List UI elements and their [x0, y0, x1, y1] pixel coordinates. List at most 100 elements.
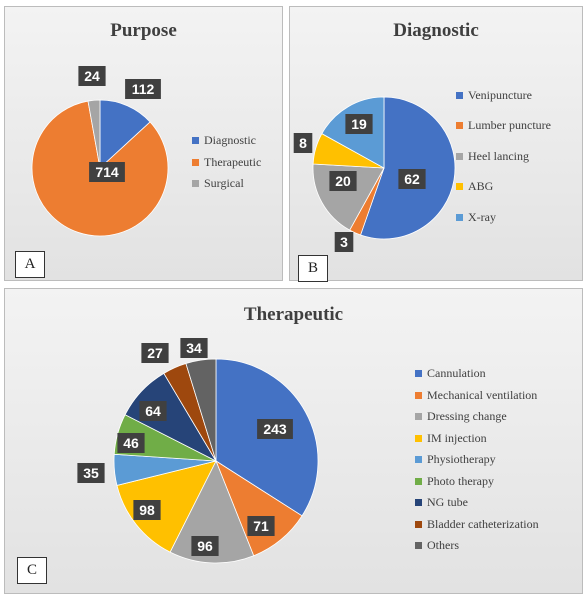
legend-item: Therapeutic: [192, 152, 261, 174]
legend-swatch: [456, 213, 463, 221]
legend-label: Physiotherapy: [427, 452, 496, 467]
svg-text:64: 64: [145, 403, 161, 419]
legend-label: Dressing change: [427, 409, 507, 424]
svg-text:98: 98: [139, 502, 155, 518]
svg-text:8: 8: [299, 135, 307, 151]
panel-letter: C: [17, 557, 47, 584]
legend-item: Bladder catheterization: [415, 514, 539, 536]
legend-item: ABG: [456, 172, 551, 203]
legend-item: Lumber puncture: [456, 111, 551, 142]
legend-item: Physiotherapy: [415, 449, 539, 471]
legend-label: Others: [427, 538, 459, 553]
legend-purpose: Diagnostic Therapeutic Surgical: [192, 130, 261, 195]
legend-label: Therapeutic: [204, 154, 262, 169]
legend-item: Surgical: [192, 173, 261, 195]
data-label: 20: [329, 171, 357, 191]
legend-swatch: [415, 542, 422, 550]
legend-label: Photo therapy: [427, 473, 494, 488]
svg-text:24: 24: [84, 68, 100, 84]
data-label: 8: [293, 133, 313, 153]
legend-diagnostic: Venipuncture Lumber puncture Heel lancing A…: [456, 80, 551, 233]
data-label: 243: [257, 419, 293, 439]
svg-text:62: 62: [404, 171, 420, 187]
pie-slice-surgical: [87, 99, 101, 169]
svg-text:46: 46: [123, 435, 139, 451]
data-label: 71: [247, 516, 275, 536]
svg-text:71: 71: [253, 518, 269, 534]
data-label: 24: [78, 66, 106, 86]
legend-item: Dressing change: [415, 406, 539, 428]
legend-item: IM injection: [415, 428, 539, 450]
legend-item: NG tube: [415, 492, 539, 514]
legend-item: Heel lancing: [456, 141, 551, 172]
legend-swatch: [192, 137, 199, 145]
legend-swatch: [415, 477, 422, 485]
legend-item: Venipuncture: [456, 80, 551, 111]
pie-slice-others: [185, 358, 217, 462]
legend-swatch: [456, 183, 463, 191]
pie-chart-therapeutic: 243 71 96 98 35 46 64 27 34: [77, 338, 319, 564]
panel-letter: A: [15, 251, 45, 278]
data-label: 27: [141, 343, 169, 363]
data-label: 64: [139, 401, 167, 421]
legend-swatch: [415, 370, 422, 378]
legend-swatch: [192, 158, 199, 166]
legend-therapeutic: Cannulation Mechanical ventilation Dressin…: [415, 363, 539, 557]
data-label: 96: [191, 536, 219, 556]
legend-label: Cannulation: [427, 366, 486, 381]
svg-text:20: 20: [335, 173, 351, 189]
legend-label: ABG: [468, 179, 494, 194]
svg-text:3: 3: [340, 234, 348, 250]
legend-item: Mechanical ventilation: [415, 385, 539, 407]
legend-swatch: [415, 520, 422, 528]
chart-title: Purpose: [110, 20, 177, 41]
svg-text:96: 96: [197, 538, 213, 554]
pie-slice-dressing-change: [169, 460, 255, 564]
pie-slice-im-injection: [116, 460, 217, 553]
legend-swatch: [415, 434, 422, 442]
legend-swatch: [415, 391, 422, 399]
legend-swatch: [415, 499, 422, 507]
data-label: 46: [117, 433, 145, 453]
panel-letter: B: [298, 255, 328, 282]
legend-label: Mechanical ventilation: [427, 387, 538, 402]
data-label: 62: [398, 169, 426, 189]
svg-text:34: 34: [186, 340, 202, 356]
svg-text:112: 112: [132, 81, 155, 97]
data-label: 714: [89, 162, 125, 182]
panel-purpose: Purpose 112 714 24 Diagnostic Therapeutic Su…: [4, 6, 283, 281]
legend-label: Diagnostic: [204, 133, 256, 148]
legend-swatch: [192, 180, 199, 188]
legend-swatch: [415, 456, 422, 464]
legend-item: Diagnostic: [192, 130, 261, 152]
legend-swatch: [456, 122, 463, 130]
panel-diagnostic: Diagnostic 62 3 20 8 19 Venipuncture Lumber p…: [289, 6, 583, 282]
data-label: 3: [334, 232, 354, 252]
data-label: 35: [77, 463, 105, 483]
pie-slice-diagnostic: [99, 99, 151, 169]
svg-text:714: 714: [95, 164, 119, 180]
legend-item: Photo therapy: [415, 471, 539, 493]
legend-swatch: [415, 413, 422, 421]
legend-label: Surgical: [204, 176, 244, 191]
data-label: 112: [125, 79, 161, 99]
pie-chart-purpose: 112 714 24: [31, 66, 169, 237]
legend-item: Cannulation: [415, 363, 539, 385]
legend-swatch: [456, 152, 463, 160]
legend-label: X-ray: [468, 209, 496, 224]
data-label: 98: [133, 500, 161, 520]
pie-chart-diagnostic: 62 3 20 8 19: [293, 96, 456, 252]
legend-label: Heel lancing: [468, 148, 529, 163]
panel-therapeutic: Therapeutic 243 71 96 98 35 46 64 27 34 Cannulat…: [4, 288, 583, 594]
data-label: 34: [180, 338, 208, 358]
legend-label: Venipuncture: [468, 87, 532, 102]
data-label: 19: [345, 114, 373, 134]
svg-text:35: 35: [83, 465, 99, 481]
svg-text:243: 243: [263, 421, 287, 437]
svg-text:27: 27: [147, 345, 163, 361]
legend-item: X-ray: [456, 202, 551, 233]
legend-label: NG tube: [427, 495, 468, 510]
legend-label: Lumber puncture: [468, 118, 551, 133]
svg-text:19: 19: [351, 116, 367, 132]
chart-title: Diagnostic: [393, 20, 479, 41]
